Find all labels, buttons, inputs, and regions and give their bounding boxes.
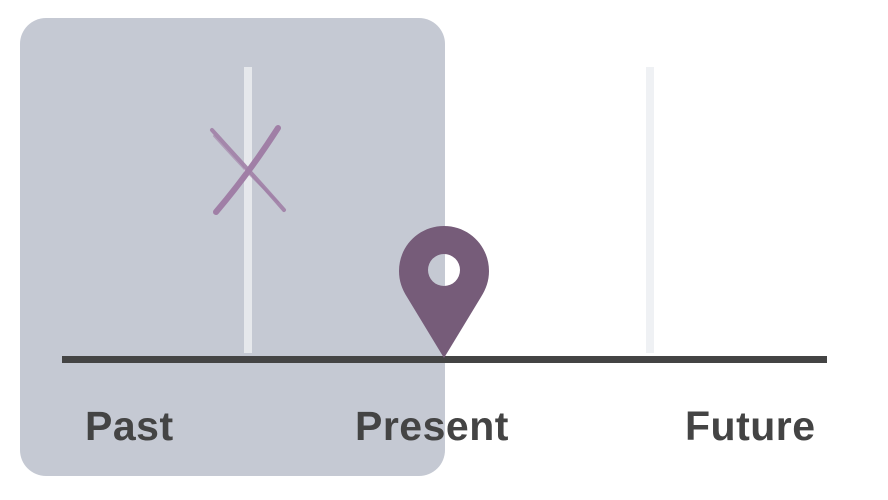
future-label: Future xyxy=(685,403,816,449)
cross-stroke-front-shadow xyxy=(218,130,276,210)
location-pin-body xyxy=(399,226,489,358)
cross-icon xyxy=(210,125,286,215)
present-label: Present xyxy=(355,403,509,449)
past-marker-post xyxy=(244,67,252,353)
timeline-axis xyxy=(62,356,827,363)
location-pin-icon xyxy=(399,226,489,358)
past-label: Past xyxy=(85,403,174,449)
cross-stroke-back-shadow xyxy=(213,135,279,203)
future-marker-post xyxy=(646,67,654,353)
past-period-highlight xyxy=(20,18,445,476)
